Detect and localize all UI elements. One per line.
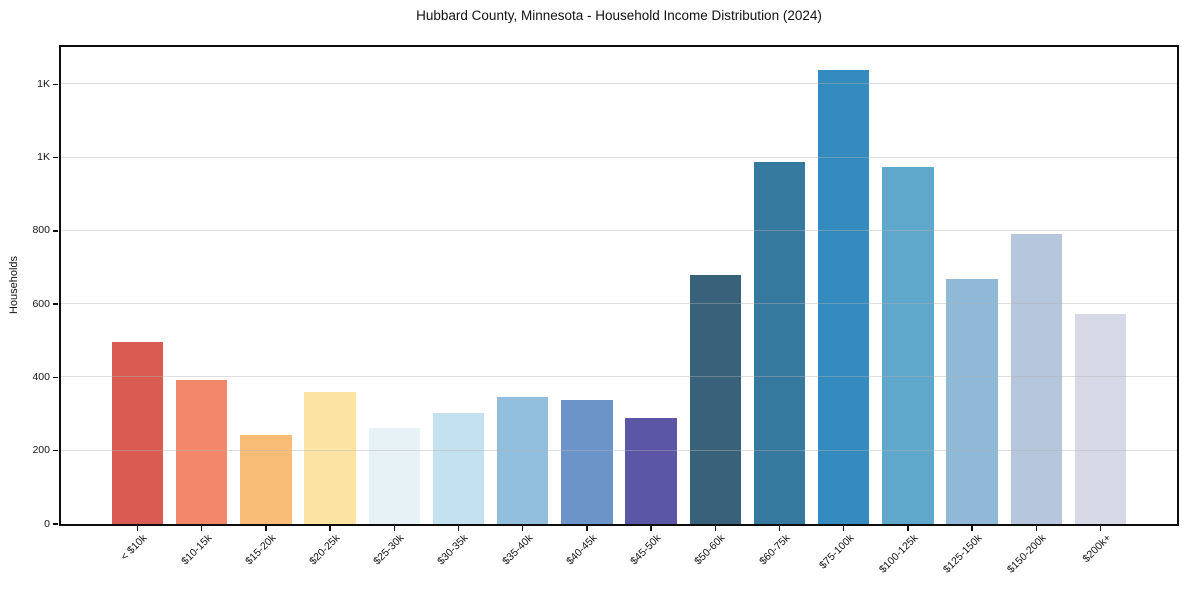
x-tick: [907, 526, 909, 531]
x-tick-label: $75-100k: [816, 532, 857, 572]
bar-50-60k: [689, 274, 741, 524]
x-tick-label: $125-150k: [941, 532, 985, 576]
y-tick: [53, 303, 58, 305]
x-tick-label: $200k+: [1080, 532, 1114, 566]
y-tick: [53, 376, 58, 379]
bar-200k: [1074, 314, 1127, 524]
plot-area: [59, 45, 1179, 526]
x-tick: [265, 526, 267, 531]
x-tick-label: < $10k: [118, 532, 150, 563]
bar-25-30k: [368, 427, 420, 524]
bar-30-35k: [432, 413, 485, 524]
gridline: [61, 449, 1177, 451]
x-tick: [1035, 526, 1038, 531]
x-tick-label: $30-35k: [435, 532, 471, 568]
bar-75-100k: [818, 69, 870, 524]
x-tick: [1099, 526, 1102, 531]
y-tick-label: 1K: [37, 77, 50, 90]
bar-125-150k: [946, 278, 998, 524]
bar-40-45k: [561, 400, 613, 524]
x-tick: [521, 526, 524, 531]
x-tick-label: $25-30k: [371, 532, 407, 568]
x-tick-label: $40-45k: [564, 532, 600, 568]
bar-45-50k: [625, 417, 677, 524]
y-tick-label: 1K: [37, 151, 50, 164]
x-tick: [842, 526, 845, 531]
x-tick: [650, 526, 652, 531]
gridline: [61, 229, 1177, 231]
x-tick-label: $50-60k: [692, 532, 728, 568]
y-tick: [53, 230, 58, 232]
bar-10-15k: [175, 380, 228, 524]
gridline: [61, 156, 1177, 158]
x-tick-label: $10-15k: [178, 532, 215, 568]
gridline: [61, 376, 1177, 378]
x-tick: [714, 526, 717, 531]
y-tick: [53, 156, 58, 159]
x-tick: [136, 526, 139, 531]
x-tick-label: $45-50k: [628, 532, 664, 568]
x-tick-label: $60-75k: [756, 532, 793, 568]
y-tick-label: 400: [32, 370, 50, 383]
x-tick-label: $150-200k: [1005, 532, 1049, 576]
chart-title: Hubbard County, Minnesota - Household In…: [416, 8, 822, 23]
bar-20-25k: [304, 392, 356, 524]
y-tick: [53, 83, 58, 86]
y-tick: [53, 449, 58, 452]
x-tick: [457, 526, 460, 531]
x-tick-label: $20-25k: [307, 532, 343, 568]
x-tick: [971, 526, 973, 531]
x-tick-label: $15-20k: [242, 532, 279, 568]
x-tick-label: $100-125k: [876, 532, 921, 576]
bar-10k: [111, 341, 164, 524]
bar-15-20k: [240, 434, 292, 524]
y-tick-label: 0: [44, 517, 50, 530]
bar-60-75k: [753, 162, 806, 524]
x-tick: [329, 526, 331, 531]
x-tick-label: $35-40k: [499, 532, 536, 568]
gridline: [61, 83, 1177, 85]
y-tick-label: 600: [32, 297, 50, 310]
gridline: [61, 303, 1177, 305]
y-tick-label: 800: [32, 224, 50, 237]
x-tick: [393, 526, 395, 531]
x-tick: [586, 526, 588, 531]
x-tick: [778, 526, 781, 531]
y-tick: [53, 523, 58, 525]
bar-35-40k: [496, 396, 549, 524]
bar-150-200k: [1010, 234, 1063, 524]
x-tick: [200, 526, 203, 531]
bar-100-125k: [882, 167, 934, 524]
y-tick-label: 200: [32, 444, 50, 457]
